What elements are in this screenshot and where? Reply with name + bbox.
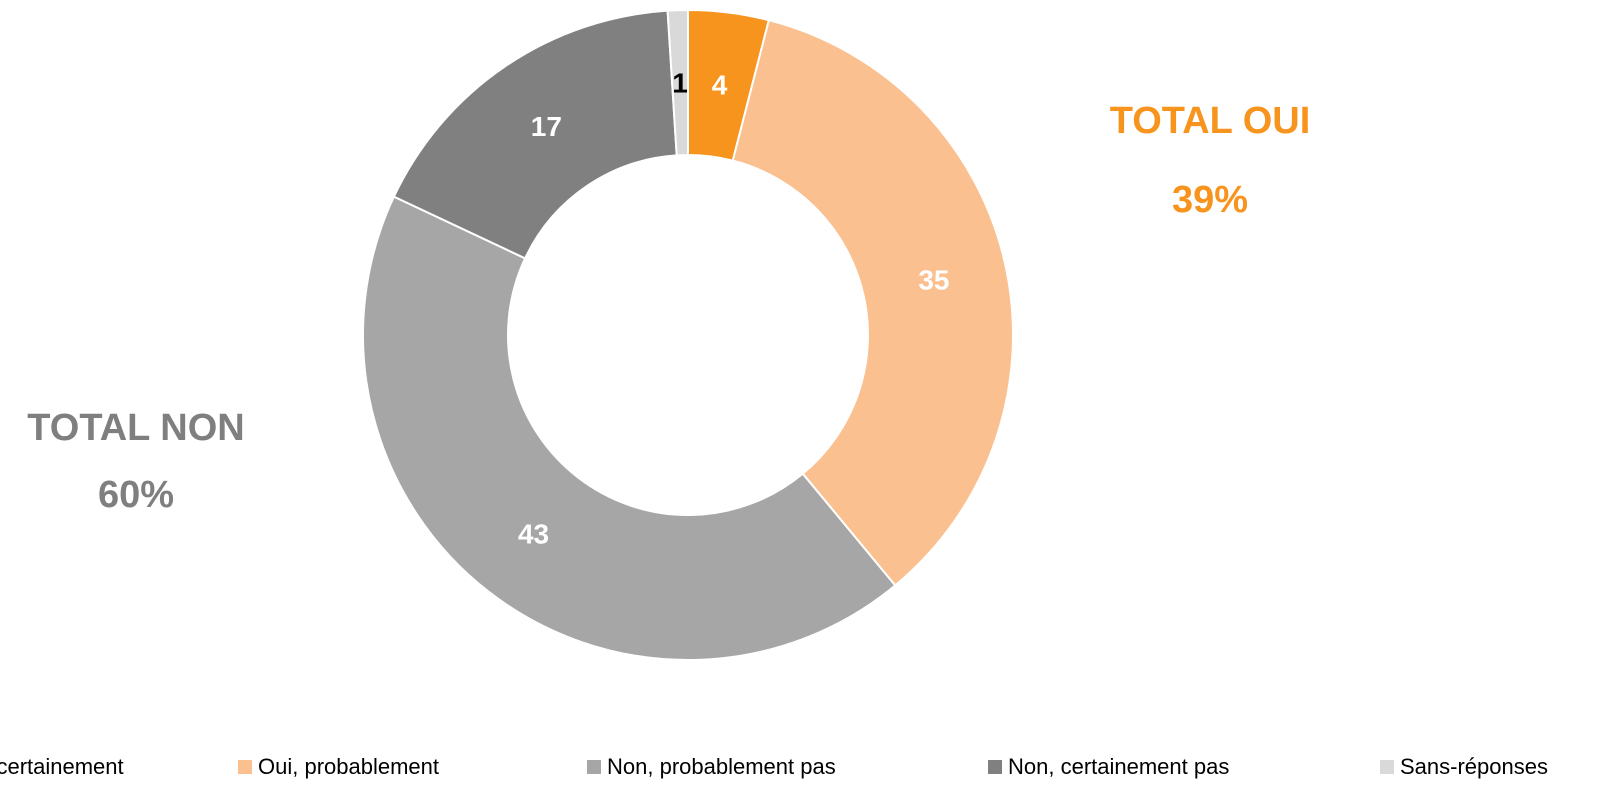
annotation-title: TOTAL OUI xyxy=(1110,100,1311,142)
donut-segment xyxy=(362,195,897,661)
legend-label: Non, certainement pas xyxy=(1008,754,1229,779)
annotation-value: 39% xyxy=(1172,179,1248,221)
donut-segment xyxy=(392,9,678,260)
data-label: 4 xyxy=(712,69,728,100)
legend-label: Oui, probablement xyxy=(258,754,439,779)
data-label: 17 xyxy=(531,111,562,142)
annotation-value: 60% xyxy=(98,474,174,516)
legend-swatch xyxy=(238,760,252,774)
legend-label: Oui, certainement xyxy=(0,754,124,779)
data-label: 43 xyxy=(518,519,549,550)
data-label: 35 xyxy=(918,264,949,295)
annotation-title: TOTAL NON xyxy=(27,407,244,449)
donut-segment xyxy=(666,8,689,157)
donut-segment xyxy=(731,18,1014,587)
legend-label: Non, probablement pas xyxy=(607,754,836,779)
data-label: 1 xyxy=(672,68,688,99)
legend-swatch xyxy=(988,760,1002,774)
legend-swatch xyxy=(1380,760,1394,774)
legend-label: Sans-réponses xyxy=(1400,754,1548,779)
legend-swatch xyxy=(587,760,601,774)
